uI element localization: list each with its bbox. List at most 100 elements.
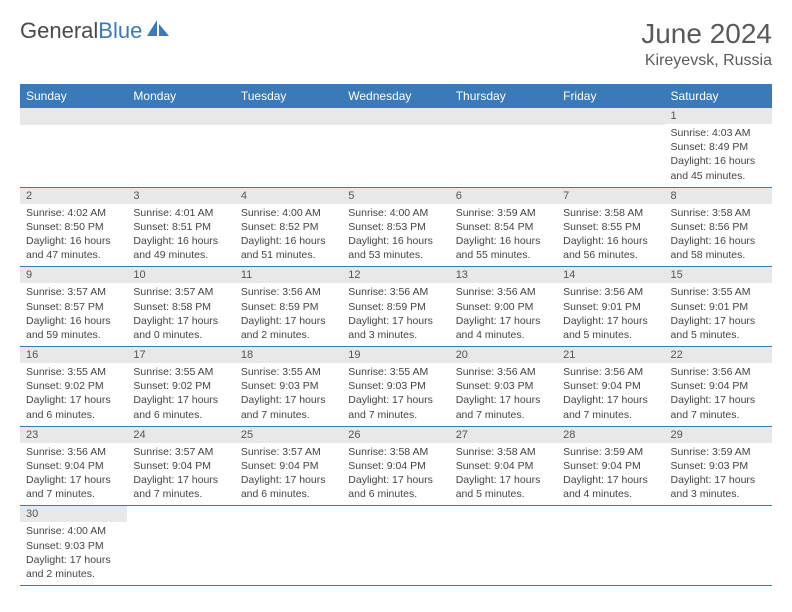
day-body: Sunrise: 4:02 AMSunset: 8:50 PMDaylight:… bbox=[20, 204, 127, 267]
calendar-cell bbox=[342, 108, 449, 187]
calendar-cell bbox=[20, 108, 127, 187]
day-number: 24 bbox=[127, 427, 234, 443]
day-number: 26 bbox=[342, 427, 449, 443]
calendar-row: 30Sunrise: 4:00 AMSunset: 9:03 PMDayligh… bbox=[20, 506, 772, 586]
day-body: Sunrise: 3:59 AMSunset: 9:04 PMDaylight:… bbox=[557, 443, 664, 506]
day-number: 22 bbox=[665, 347, 772, 363]
calendar-cell bbox=[127, 108, 234, 187]
day-body: Sunrise: 4:00 AMSunset: 8:52 PMDaylight:… bbox=[235, 204, 342, 267]
day-number: 19 bbox=[342, 347, 449, 363]
day-body: Sunrise: 3:58 AMSunset: 9:04 PMDaylight:… bbox=[342, 443, 449, 506]
day-number: 4 bbox=[235, 188, 342, 204]
calendar-cell bbox=[235, 506, 342, 586]
day-body: Sunrise: 3:57 AMSunset: 8:58 PMDaylight:… bbox=[127, 283, 234, 346]
calendar-cell: 17Sunrise: 3:55 AMSunset: 9:02 PMDayligh… bbox=[127, 347, 234, 427]
calendar-cell: 2Sunrise: 4:02 AMSunset: 8:50 PMDaylight… bbox=[20, 187, 127, 267]
calendar-cell: 14Sunrise: 3:56 AMSunset: 9:01 PMDayligh… bbox=[557, 267, 664, 347]
calendar-cell: 9Sunrise: 3:57 AMSunset: 8:57 PMDaylight… bbox=[20, 267, 127, 347]
location: Kireyevsk, Russia bbox=[641, 52, 772, 70]
weekday-header: Thursday bbox=[450, 84, 557, 108]
calendar-cell: 25Sunrise: 3:57 AMSunset: 9:04 PMDayligh… bbox=[235, 426, 342, 506]
calendar-cell: 6Sunrise: 3:59 AMSunset: 8:54 PMDaylight… bbox=[450, 187, 557, 267]
calendar-table: Sunday Monday Tuesday Wednesday Thursday… bbox=[20, 84, 772, 586]
day-number: 6 bbox=[450, 188, 557, 204]
day-number: 12 bbox=[342, 267, 449, 283]
calendar-cell: 19Sunrise: 3:55 AMSunset: 9:03 PMDayligh… bbox=[342, 347, 449, 427]
weekday-header: Monday bbox=[127, 84, 234, 108]
day-number: 20 bbox=[450, 347, 557, 363]
day-number: 5 bbox=[342, 188, 449, 204]
day-number: 29 bbox=[665, 427, 772, 443]
day-body: Sunrise: 3:56 AMSunset: 9:04 PMDaylight:… bbox=[20, 443, 127, 506]
logo-text-1: General bbox=[20, 18, 98, 44]
day-number: 28 bbox=[557, 427, 664, 443]
day-number: 30 bbox=[20, 506, 127, 522]
calendar-cell: 23Sunrise: 3:56 AMSunset: 9:04 PMDayligh… bbox=[20, 426, 127, 506]
calendar-cell: 1Sunrise: 4:03 AMSunset: 8:49 PMDaylight… bbox=[665, 108, 772, 187]
day-number: 18 bbox=[235, 347, 342, 363]
calendar-cell bbox=[665, 506, 772, 586]
calendar-cell: 4Sunrise: 4:00 AMSunset: 8:52 PMDaylight… bbox=[235, 187, 342, 267]
weekday-header: Wednesday bbox=[342, 84, 449, 108]
calendar-cell: 12Sunrise: 3:56 AMSunset: 8:59 PMDayligh… bbox=[342, 267, 449, 347]
day-number: 16 bbox=[20, 347, 127, 363]
weekday-header: Tuesday bbox=[235, 84, 342, 108]
day-body: Sunrise: 3:57 AMSunset: 9:04 PMDaylight:… bbox=[127, 443, 234, 506]
calendar-cell: 10Sunrise: 3:57 AMSunset: 8:58 PMDayligh… bbox=[127, 267, 234, 347]
day-body: Sunrise: 3:56 AMSunset: 9:04 PMDaylight:… bbox=[557, 363, 664, 426]
day-body: Sunrise: 3:59 AMSunset: 9:03 PMDaylight:… bbox=[665, 443, 772, 506]
day-number: 13 bbox=[450, 267, 557, 283]
calendar-cell: 21Sunrise: 3:56 AMSunset: 9:04 PMDayligh… bbox=[557, 347, 664, 427]
sail-icon bbox=[145, 18, 171, 44]
day-number: 2 bbox=[20, 188, 127, 204]
calendar-cell bbox=[342, 506, 449, 586]
calendar-cell: 15Sunrise: 3:55 AMSunset: 9:01 PMDayligh… bbox=[665, 267, 772, 347]
day-body: Sunrise: 3:55 AMSunset: 9:03 PMDaylight:… bbox=[235, 363, 342, 426]
title-block: June 2024 Kireyevsk, Russia bbox=[641, 18, 772, 70]
calendar-cell: 28Sunrise: 3:59 AMSunset: 9:04 PMDayligh… bbox=[557, 426, 664, 506]
day-number: 23 bbox=[20, 427, 127, 443]
day-body: Sunrise: 3:55 AMSunset: 9:01 PMDaylight:… bbox=[665, 283, 772, 346]
day-number: 10 bbox=[127, 267, 234, 283]
day-body: Sunrise: 3:56 AMSunset: 9:04 PMDaylight:… bbox=[665, 363, 772, 426]
header: GeneralBlue June 2024 Kireyevsk, Russia bbox=[20, 18, 772, 70]
day-number: 27 bbox=[450, 427, 557, 443]
calendar-row: 23Sunrise: 3:56 AMSunset: 9:04 PMDayligh… bbox=[20, 426, 772, 506]
day-body: Sunrise: 3:57 AMSunset: 8:57 PMDaylight:… bbox=[20, 283, 127, 346]
day-number: 3 bbox=[127, 188, 234, 204]
month-title: June 2024 bbox=[641, 18, 772, 50]
weekday-header: Saturday bbox=[665, 84, 772, 108]
day-number: 21 bbox=[557, 347, 664, 363]
day-body: Sunrise: 3:58 AMSunset: 9:04 PMDaylight:… bbox=[450, 443, 557, 506]
calendar-cell bbox=[450, 108, 557, 187]
weekday-header-row: Sunday Monday Tuesday Wednesday Thursday… bbox=[20, 84, 772, 108]
day-number: 17 bbox=[127, 347, 234, 363]
day-body: Sunrise: 3:58 AMSunset: 8:55 PMDaylight:… bbox=[557, 204, 664, 267]
day-body: Sunrise: 3:55 AMSunset: 9:03 PMDaylight:… bbox=[342, 363, 449, 426]
calendar-cell bbox=[127, 506, 234, 586]
calendar-row: 9Sunrise: 3:57 AMSunset: 8:57 PMDaylight… bbox=[20, 267, 772, 347]
day-number: 14 bbox=[557, 267, 664, 283]
calendar-cell: 24Sunrise: 3:57 AMSunset: 9:04 PMDayligh… bbox=[127, 426, 234, 506]
calendar-cell: 18Sunrise: 3:55 AMSunset: 9:03 PMDayligh… bbox=[235, 347, 342, 427]
calendar-cell: 30Sunrise: 4:00 AMSunset: 9:03 PMDayligh… bbox=[20, 506, 127, 586]
calendar-cell: 16Sunrise: 3:55 AMSunset: 9:02 PMDayligh… bbox=[20, 347, 127, 427]
day-number: 11 bbox=[235, 267, 342, 283]
day-body: Sunrise: 3:55 AMSunset: 9:02 PMDaylight:… bbox=[127, 363, 234, 426]
day-body: Sunrise: 3:56 AMSunset: 9:01 PMDaylight:… bbox=[557, 283, 664, 346]
calendar-row: 2Sunrise: 4:02 AMSunset: 8:50 PMDaylight… bbox=[20, 187, 772, 267]
calendar-cell: 26Sunrise: 3:58 AMSunset: 9:04 PMDayligh… bbox=[342, 426, 449, 506]
day-body: Sunrise: 4:00 AMSunset: 8:53 PMDaylight:… bbox=[342, 204, 449, 267]
calendar-cell: 27Sunrise: 3:58 AMSunset: 9:04 PMDayligh… bbox=[450, 426, 557, 506]
calendar-row: 1Sunrise: 4:03 AMSunset: 8:49 PMDaylight… bbox=[20, 108, 772, 187]
logo-text-2: Blue bbox=[98, 18, 142, 44]
day-body: Sunrise: 3:57 AMSunset: 9:04 PMDaylight:… bbox=[235, 443, 342, 506]
calendar-row: 16Sunrise: 3:55 AMSunset: 9:02 PMDayligh… bbox=[20, 347, 772, 427]
calendar-cell bbox=[557, 506, 664, 586]
day-number: 15 bbox=[665, 267, 772, 283]
day-number: 1 bbox=[665, 108, 772, 124]
calendar-cell: 11Sunrise: 3:56 AMSunset: 8:59 PMDayligh… bbox=[235, 267, 342, 347]
calendar-cell: 29Sunrise: 3:59 AMSunset: 9:03 PMDayligh… bbox=[665, 426, 772, 506]
calendar-cell bbox=[557, 108, 664, 187]
day-body: Sunrise: 3:59 AMSunset: 8:54 PMDaylight:… bbox=[450, 204, 557, 267]
